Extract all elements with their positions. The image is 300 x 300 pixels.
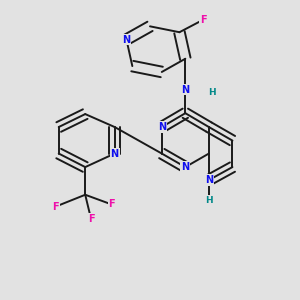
Text: H: H <box>205 196 213 205</box>
Text: N: N <box>111 148 119 158</box>
Text: N: N <box>158 122 166 132</box>
Text: F: F <box>52 202 59 212</box>
Text: H: H <box>208 88 216 97</box>
Text: F: F <box>88 214 94 224</box>
Text: N: N <box>181 85 189 94</box>
Text: F: F <box>200 15 206 25</box>
Text: N: N <box>181 162 189 172</box>
Text: F: F <box>108 200 115 209</box>
Text: N: N <box>205 175 213 185</box>
Text: N: N <box>122 34 130 45</box>
